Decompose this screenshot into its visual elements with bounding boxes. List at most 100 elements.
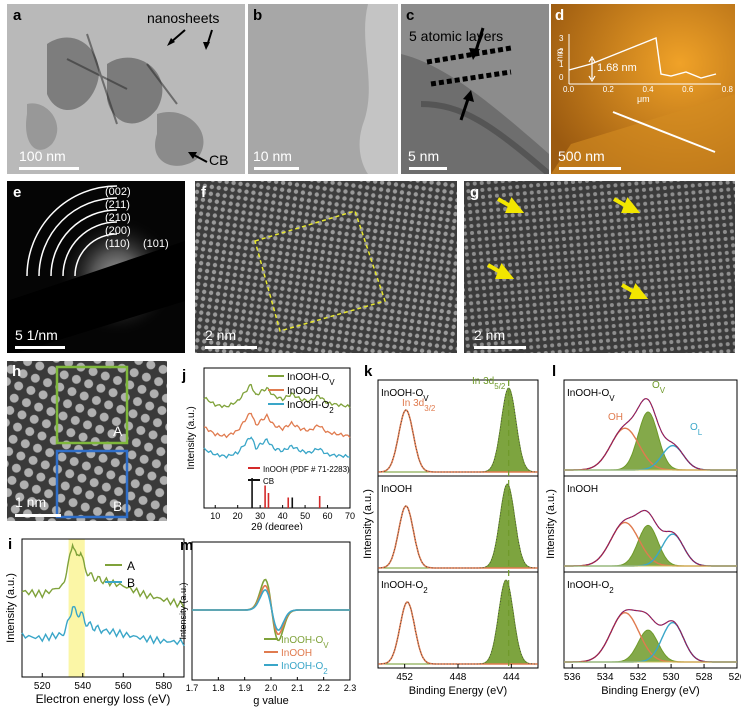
scale-text-e: 5 1/nm — [15, 327, 58, 343]
y-axis-label: Intensity (a.u.) — [545, 489, 557, 559]
series-line-B — [21, 605, 185, 647]
highlight-region — [68, 539, 85, 677]
raw-data — [564, 398, 737, 471]
region-label-b: B — [113, 498, 123, 514]
panel-e-saed-pattern: e (002) (211) (210) (200) (110) (101) 5 … — [7, 181, 185, 353]
panel-h-lattice — [7, 361, 167, 521]
panel-label-m: m — [180, 537, 193, 554]
panel-d-afm — [551, 4, 735, 174]
chart-k-xps-in3d: InOOH-OV InOOH InOOH-O2 In 3d3/2 In 3d5/2 452… — [362, 363, 539, 697]
afm-inset-yticks: 3 2 1 0 — [559, 32, 563, 84]
scale-text-b: 10 nm — [253, 148, 292, 164]
annotation-arrows-a — [167, 29, 213, 163]
annotation-cb: CB — [209, 152, 229, 168]
x-tick-label: 526 — [729, 672, 741, 683]
legend-label-cb: CB — [263, 477, 274, 486]
x-tick-label: 30 — [255, 511, 265, 521]
chart-l-xps-o1s: InOOH-OV InOOH InOOH-O2 OH OV OL 536 534 532 530 5… — [545, 363, 741, 697]
peak-label-ov: OV — [652, 380, 666, 395]
scale-bar-b — [254, 167, 299, 170]
x-axis-label: Electron energy loss (eV) — [36, 692, 171, 706]
x-tick-label: 2.3 — [344, 683, 357, 693]
ring-label-101: (101) — [143, 238, 169, 250]
stack-label-0: InOOH-OV — [381, 388, 429, 403]
scale-bar-a — [19, 167, 79, 170]
x-tick-label: 50 — [300, 511, 310, 521]
x-axis-label: 2θ (degree) — [251, 522, 303, 530]
panel-c-texture — [401, 27, 549, 174]
x-tick-label: 1.9 — [238, 683, 251, 693]
afm-xtick: 0.4 — [642, 85, 654, 94]
scale-text-g: 2 nm — [474, 327, 506, 343]
x-axis-label: g value — [253, 695, 288, 707]
scale-text-f: 2 nm — [205, 327, 237, 343]
panel-g-lattice — [464, 181, 735, 353]
stack-label-2: InOOH-O2 — [567, 580, 614, 595]
x-tick-label: 2.1 — [291, 683, 304, 693]
panel-e-rings — [7, 185, 185, 353]
legend-label-2: InOOH-O2 — [287, 400, 334, 415]
series-line-2 — [203, 436, 351, 459]
afm-inset-xlabel: μm — [637, 94, 650, 104]
plot-frame — [563, 379, 738, 669]
panel-a-tem-image: a nanosheets CB 100 nm — [7, 4, 245, 174]
panel-label-d: d — [555, 7, 565, 24]
x-tick-label: 1.7 — [186, 683, 199, 693]
panel-label-g: g — [470, 184, 480, 201]
x-tick-label: 448 — [450, 672, 467, 683]
peak-label-in3d32: In 3d3/2 — [402, 398, 436, 413]
series-line-0 — [203, 383, 351, 409]
panel-b-texture — [359, 4, 398, 174]
ring-label: (210) — [105, 212, 131, 224]
raw-data — [377, 483, 538, 569]
x-tick-label: 444 — [503, 672, 520, 683]
x-tick-label: 40 — [278, 511, 288, 521]
x-tick-label: 534 — [597, 672, 614, 683]
scale-text-h: 1 nm — [15, 494, 47, 510]
x-tick-label: 452 — [396, 672, 413, 683]
legend-label-B: B — [127, 576, 135, 590]
x-tick-label: 560 — [115, 681, 132, 692]
afm-xtick: 0.6 — [682, 85, 694, 94]
fit-peak-in3d52 — [378, 579, 538, 665]
plot-frame — [203, 367, 351, 509]
x-tick-label: 70 — [345, 511, 355, 521]
y-axis-label: Intensity (a.u.) — [5, 573, 17, 643]
panel-g-hrtem-lattice: g 2 nm — [464, 181, 735, 353]
x-tick-label: 540 — [74, 681, 91, 692]
annotation-atomic-layers: 5 atomic layers — [409, 28, 504, 44]
panel-f-hrtem-lattice: f 2 nm — [195, 181, 457, 353]
legend-label-ref: InOOH (PDF # 71-2283) — [263, 465, 350, 474]
x-tick-label: 2.0 — [265, 683, 278, 693]
scale-bar-h — [15, 514, 61, 517]
panel-d-afm-image: d nm 3 2 1 0 1.68 nm 0.0 0.2 0.4 0.6 0.8… — [551, 4, 735, 174]
x-tick-label: 580 — [155, 681, 172, 692]
afm-ytick: 3 — [559, 34, 564, 43]
stack-label-1: InOOH — [381, 484, 412, 495]
x-tick-label: 1.8 — [212, 683, 225, 693]
panel-label-j: j — [181, 367, 186, 384]
panel-b-hrtem-image: b 10 nm — [248, 4, 398, 174]
scale-text-c: 5 nm — [408, 148, 440, 164]
y-axis-label: Intensity (a.u.) — [178, 582, 188, 639]
region-label-a: A — [113, 423, 123, 439]
x-axis-label: Binding Energy (eV) — [601, 685, 699, 697]
fit-peak-in3d32 — [377, 505, 538, 569]
legend-label-1: InOOH — [287, 386, 318, 397]
panel-a-texture — [26, 33, 204, 166]
x-tick-label: 532 — [630, 672, 647, 683]
ring-label: (211) — [105, 199, 130, 211]
ring-label: (002) — [105, 186, 131, 198]
panel-label-c: c — [406, 7, 415, 24]
peak-label-in3d52: In 3d5/2 — [472, 376, 506, 391]
ring-label: (110) — [105, 238, 130, 250]
afm-xtick: 0.8 — [721, 85, 733, 94]
stack-label-0: InOOH-OV — [567, 388, 615, 403]
afm-xtick: 0.2 — [602, 85, 614, 94]
afm-ytick: 1 — [559, 60, 564, 69]
x-tick-label: 536 — [564, 672, 581, 683]
legend-label-0: InOOH-OV — [281, 635, 329, 650]
panel-h-hrtem-regions: h A B 1 nm — [7, 361, 167, 521]
